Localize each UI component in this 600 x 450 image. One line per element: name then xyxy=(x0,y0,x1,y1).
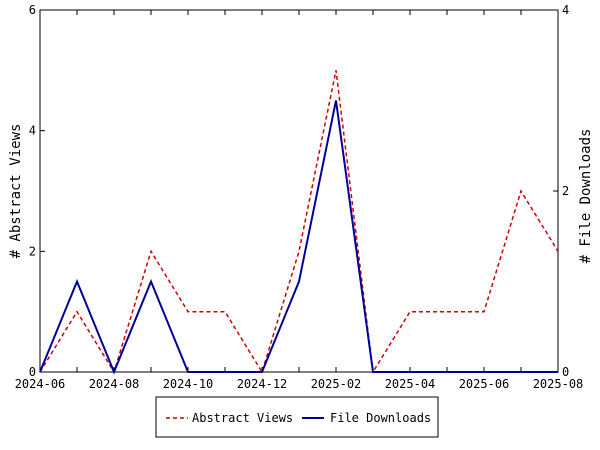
legend-label-abstract-views: Abstract Views xyxy=(192,411,293,425)
x-tick-label: 2025-06 xyxy=(459,377,510,391)
y-tick-label-right: 2 xyxy=(562,184,569,198)
y-tick-label-right: 0 xyxy=(562,365,569,379)
legend-box xyxy=(155,396,439,438)
y-tick-label-right: 4 xyxy=(562,3,569,17)
legend-label-file-downloads: File Downloads xyxy=(330,411,431,425)
x-tick-label: 2024-06 xyxy=(15,377,66,391)
x-tick-label: 2025-08 xyxy=(533,377,584,391)
x-tick-label: 2025-02 xyxy=(311,377,362,391)
series-layer xyxy=(39,70,559,375)
series-line-file-downloads xyxy=(39,100,558,375)
y-axis-left: 0 2 4 6 xyxy=(29,3,45,379)
y-tick-label-left: 4 xyxy=(29,124,36,138)
x-tick-label: 2024-10 xyxy=(163,377,214,391)
x-tick-label: 2024-12 xyxy=(237,377,288,391)
y-axis-title-right: # File Downloads xyxy=(578,129,594,264)
y-axis-title-left: # Abstract Views xyxy=(8,124,24,259)
y-tick-label-left: 2 xyxy=(29,244,36,258)
x-axis: 2024-06 2024-08 2024-10 2024-12 2025-02 2025-… xyxy=(15,10,584,391)
legend: Abstract Views File Downloads xyxy=(155,396,439,438)
x-tick-label: 2024-08 xyxy=(89,377,140,391)
x-tick-label: 2025-04 xyxy=(385,377,436,391)
y-tick-label-left: 0 xyxy=(29,365,36,379)
y-tick-label-left: 6 xyxy=(29,3,36,17)
plot-area xyxy=(39,9,559,373)
series-line-abstract-views xyxy=(39,70,559,375)
